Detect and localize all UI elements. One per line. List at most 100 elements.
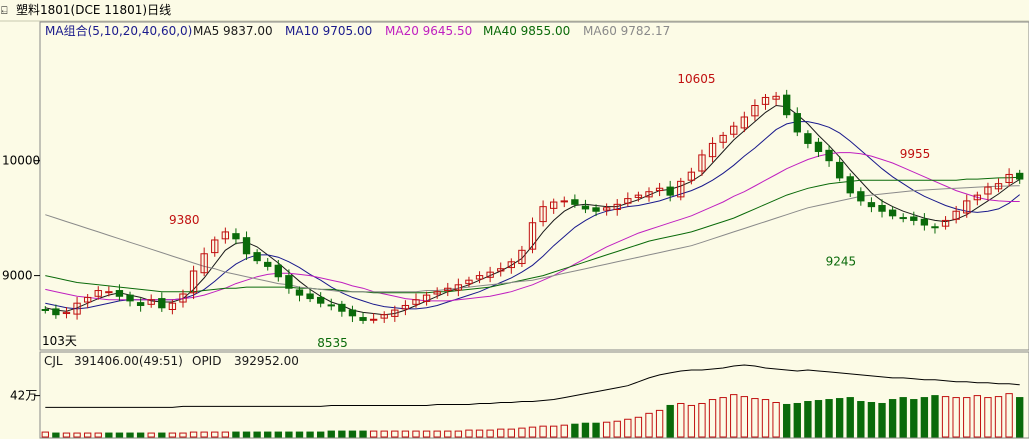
- candle-body: [211, 239, 219, 254]
- volume-bar: [920, 397, 929, 438]
- candle-body: [73, 302, 81, 315]
- candle-body: [888, 209, 897, 217]
- volume-bar: [189, 431, 198, 438]
- extreme-label: 9245: [826, 254, 857, 268]
- volume-bar: [73, 432, 81, 438]
- candle-body: [677, 180, 685, 198]
- volume-bar: [105, 432, 113, 438]
- candle-body: [507, 261, 515, 269]
- volume-bar: [264, 431, 272, 438]
- ma-line-ma5: [45, 104, 1020, 316]
- volume-bar: [708, 399, 717, 438]
- candle-body: [857, 191, 865, 202]
- volume-bar: [645, 412, 653, 438]
- candle-body: [115, 290, 124, 297]
- volume-bar: [592, 422, 600, 438]
- volume-bar: [878, 402, 886, 438]
- volume-bar: [846, 397, 854, 438]
- volume-bar: [242, 431, 251, 438]
- candle-body: [1016, 172, 1024, 180]
- candle-body: [475, 275, 484, 280]
- candle-body: [126, 294, 134, 302]
- candle-body: [518, 249, 526, 265]
- candle-body: [401, 304, 410, 310]
- volume-bar: [941, 396, 950, 438]
- volume-bar: [528, 426, 537, 438]
- volume-bar: [751, 398, 759, 438]
- y-tick-label: 9000: [2, 269, 33, 283]
- volume-y-axis: 42万: [10, 389, 40, 403]
- volume-bar: [454, 430, 463, 438]
- volume-bar: [994, 396, 1003, 438]
- candle-body: [730, 125, 738, 135]
- legend-entry: MA20 9645.50: [385, 24, 472, 38]
- volume-bar: [136, 432, 145, 438]
- volume-bar: [200, 431, 208, 438]
- candle-body: [105, 291, 113, 294]
- candle-body: [242, 237, 251, 255]
- open-interest-line: [45, 364, 1020, 408]
- ma-line-ma10: [45, 121, 1021, 310]
- volume-bar: [1016, 397, 1024, 438]
- volume-bar: [126, 432, 134, 438]
- candle-body: [655, 187, 664, 192]
- candle-body: [168, 302, 177, 311]
- volume-bars: [41, 393, 1024, 438]
- volume-bar: [369, 430, 378, 438]
- volume-bar: [306, 431, 314, 438]
- volume-bar: [507, 428, 515, 438]
- volume-bar: [931, 395, 939, 438]
- candle-body: [984, 186, 992, 195]
- volume-bar: [475, 429, 484, 438]
- candle-body: [825, 149, 833, 162]
- candle-body: [264, 261, 272, 267]
- volume-bar: [518, 427, 526, 438]
- candle-body: [571, 199, 579, 205]
- candle-body: [380, 314, 388, 319]
- extreme-label: 8535: [317, 336, 348, 350]
- candle-body: [232, 233, 240, 240]
- volume-panel-frame: [39, 351, 1029, 439]
- volume-bar: [412, 430, 420, 438]
- volume-bar: [147, 432, 155, 438]
- candle-body: [338, 303, 346, 312]
- candle-body: [941, 219, 950, 227]
- volume-legend: CJL 391406.00(49:51) OPID 392952.00: [44, 354, 299, 368]
- days-marker: 103天: [42, 334, 77, 348]
- volume-bar: [761, 399, 770, 438]
- legend-entry: MA组合(5,10,20,40,60,0): [45, 23, 192, 38]
- candle-body: [189, 270, 198, 294]
- candle-body: [761, 96, 770, 105]
- legend-entry: MA60 9782.17: [583, 24, 670, 38]
- price-y-axis: 9000 10000: [2, 154, 40, 283]
- legend-entry: MA10 9705.00: [285, 24, 372, 38]
- back-icon[interactable]: ⍇: [1, 4, 8, 17]
- volume-bar: [221, 431, 230, 438]
- volume-bar: [401, 430, 410, 438]
- volume-bar: [539, 425, 547, 438]
- volume-bar: [825, 399, 833, 438]
- extreme-label: 9955: [900, 147, 931, 161]
- candle-body: [920, 218, 929, 226]
- candle-body: [147, 299, 155, 305]
- candle-body: [602, 207, 611, 211]
- volume-bar: [804, 401, 812, 438]
- candle-body: [359, 317, 367, 321]
- window-title: 塑料1801(DCE 11801)日线: [16, 2, 171, 17]
- volume-bar: [634, 416, 643, 438]
- price-panel-frame: [39, 21, 1029, 351]
- volume-bar: [158, 432, 166, 438]
- volume-bar: [677, 402, 685, 438]
- volume-legend-entry: 391406.00(49:51): [74, 354, 183, 368]
- candle-body: [136, 302, 145, 306]
- candle-body: [719, 134, 727, 143]
- candle-body: [910, 216, 918, 221]
- volume-bar: [867, 402, 876, 438]
- candle-body: [391, 309, 399, 317]
- candle-body: [422, 294, 431, 302]
- candle-body: [306, 293, 314, 300]
- candle-body: [348, 309, 357, 317]
- volume-bar: [910, 399, 918, 438]
- volume-bar: [295, 431, 304, 438]
- volume-bar: [41, 431, 49, 438]
